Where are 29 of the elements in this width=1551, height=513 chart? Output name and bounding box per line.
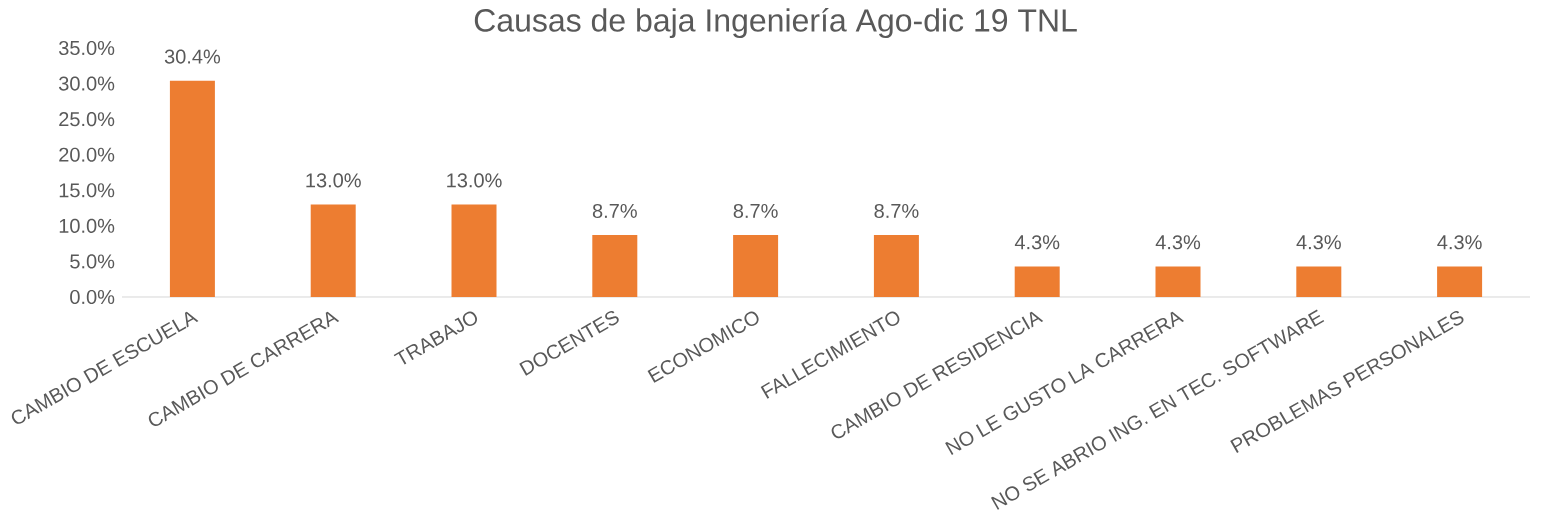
y-tick-label: 15.0% [59,182,115,198]
bar [1155,266,1201,297]
bar [733,234,779,297]
data-label: 30.4% [164,49,221,64]
data-label: 8.7% [733,203,778,218]
bar [1296,266,1342,297]
data-label: 4.3% [1296,234,1341,250]
bar [592,234,638,297]
data-label: 13.0% [306,173,361,188]
y-tick-label: 30.0% [58,76,115,91]
bar [310,204,356,297]
bar [1014,266,1060,297]
y-tick-label: 10.0% [59,218,115,233]
data-label: 4.3% [1014,234,1060,250]
y-tick-label: 25.0% [59,111,115,126]
y-tick-label: 0.0% [70,289,115,304]
data-label: 8.7% [874,203,919,218]
bar [169,80,215,297]
y-tick-label: 5.0% [70,254,115,269]
bar [451,204,497,297]
bar [1437,266,1483,297]
bar [873,234,919,297]
y-tick-label: 20.0% [59,147,115,162]
chart-title: Causas de baja Ingeniería Ago-dic 19 TNL [474,7,1077,38]
data-label: 8.7% [592,203,637,218]
data-label: 4.3% [1155,234,1201,250]
y-tick-label: 35.0% [58,40,115,55]
data-label: 13.0% [447,173,502,188]
data-label: 4.3% [1437,234,1482,250]
